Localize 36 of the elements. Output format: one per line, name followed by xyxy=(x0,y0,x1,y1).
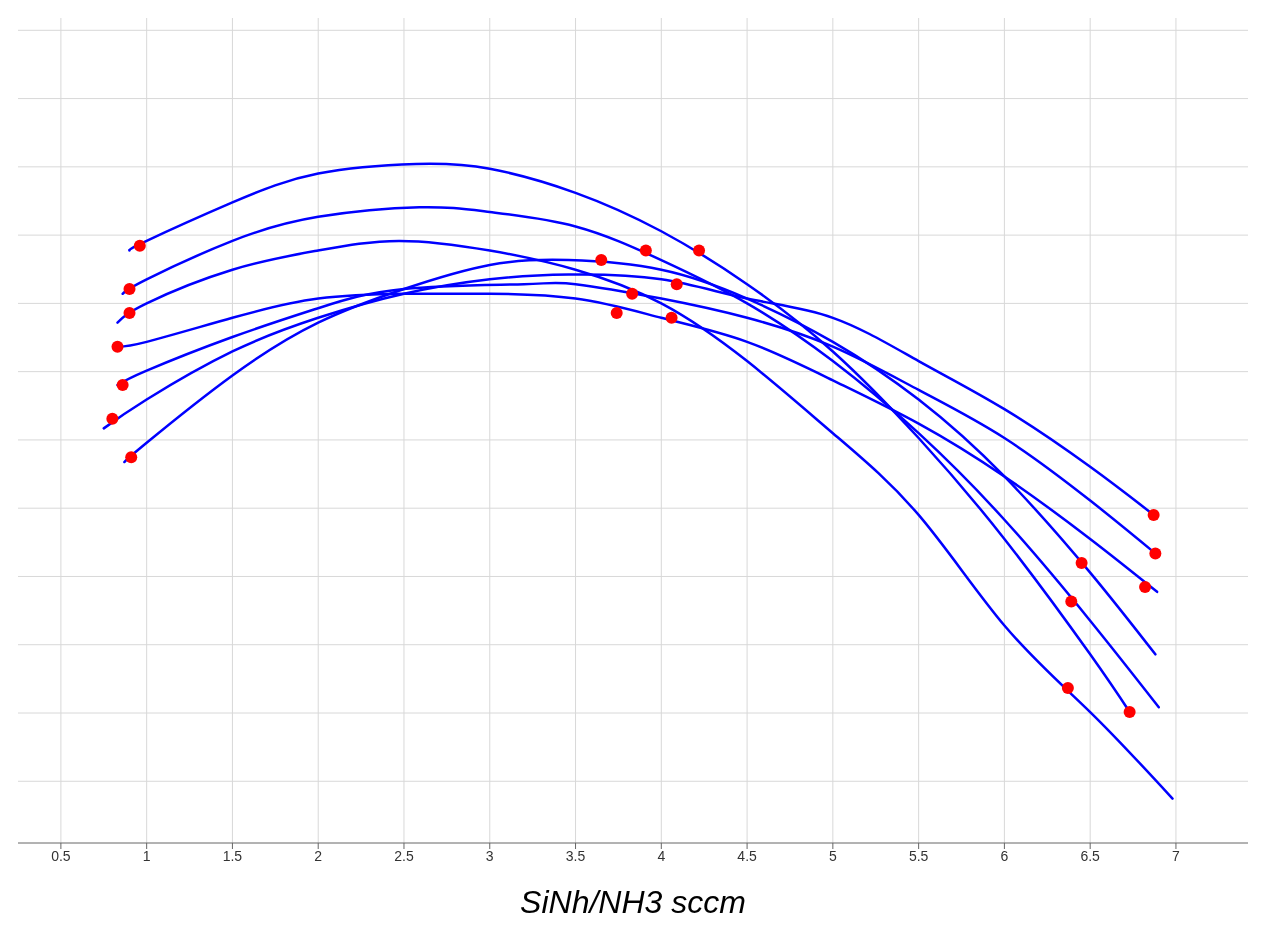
point xyxy=(1149,547,1162,560)
x-tick-label: 7 xyxy=(1172,847,1181,864)
x-tick-label: 5 xyxy=(828,847,837,864)
point xyxy=(1075,557,1088,569)
point xyxy=(670,278,683,291)
x-tick-label: 3.5 xyxy=(565,847,586,864)
x-tick-label: 1 xyxy=(142,847,151,864)
point xyxy=(1147,508,1160,521)
point xyxy=(595,254,608,267)
point xyxy=(610,307,623,319)
point xyxy=(1123,706,1136,719)
point xyxy=(665,311,678,324)
point xyxy=(133,239,146,252)
point xyxy=(106,412,119,425)
x-tick-label: 2 xyxy=(314,847,323,864)
x-axis-title: SiNh/NH3 sccm xyxy=(520,884,746,920)
point xyxy=(116,379,129,392)
point xyxy=(123,307,136,319)
point xyxy=(693,244,706,257)
x-tick-label: 6 xyxy=(1000,847,1009,864)
x-tick-label: 1.5 xyxy=(222,847,243,864)
point xyxy=(1139,581,1152,594)
point xyxy=(1065,595,1078,608)
x-tick-label: 6.5 xyxy=(1080,847,1101,864)
point xyxy=(626,287,639,300)
x-tick-label: 5.5 xyxy=(908,847,929,864)
point xyxy=(1061,682,1074,694)
x-tick-label: 4 xyxy=(657,847,666,864)
point xyxy=(111,340,124,353)
x-tick-label: 4.5 xyxy=(737,847,758,864)
point xyxy=(123,282,136,295)
x-tick-label: 0.5 xyxy=(51,847,71,864)
x-tick-label: 2.5 xyxy=(394,847,414,864)
x-tick-label: 3 xyxy=(485,847,494,864)
point xyxy=(639,244,652,257)
point xyxy=(125,451,138,464)
